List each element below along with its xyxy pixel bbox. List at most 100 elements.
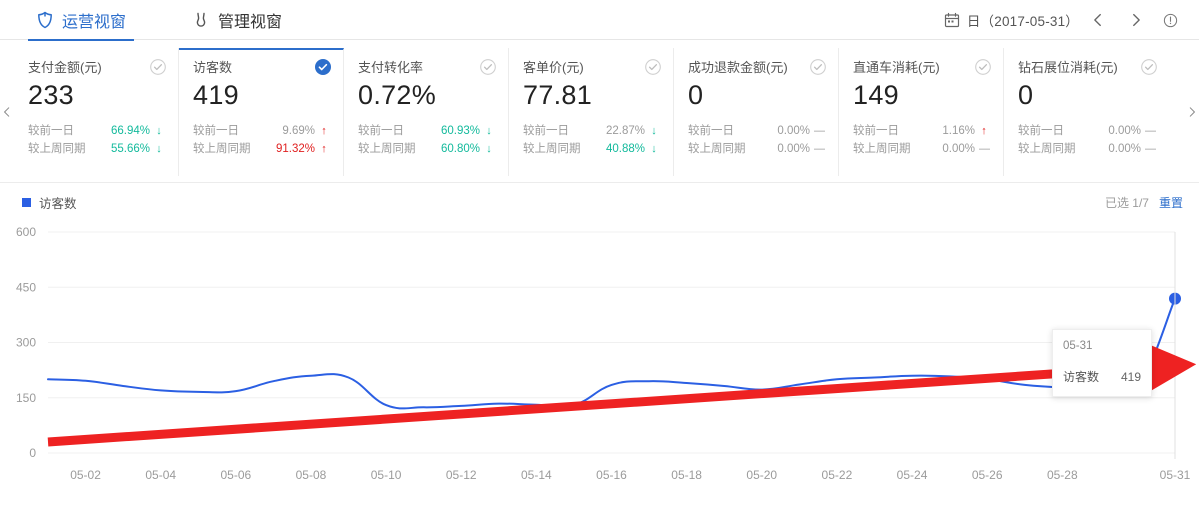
x-axis-tick-label: 05-14 [521, 468, 552, 482]
x-axis-tick-labels: 05-02 05-04 05-06 05-08 05-10 05-12 05-14 05-16… [70, 468, 1190, 482]
kpi-trend-arrow-icon: — [1145, 125, 1156, 137]
chevron-left-icon [4, 106, 10, 117]
kpi-compare-label: 较上周同期 [523, 143, 581, 155]
kpi-compare-label: 较上周同期 [28, 143, 86, 155]
kpi-compare-row: 较上周同期 40.88% ↓ [523, 140, 659, 158]
tab-operations-view[interactable]: 运营视窗 [22, 0, 140, 41]
next-date-button[interactable] [1117, 0, 1155, 40]
chart-plot-area: 0 150 300 450 600 05-02 05-04 05-06 05-08 05-10 0… [0, 221, 1199, 511]
kpi-compare-label: 较前一日 [1018, 125, 1064, 137]
x-axis-tick-label: 05-26 [972, 468, 1003, 482]
kpi-trend-arrow-icon: — [979, 143, 990, 155]
kpi-compare-row: 较前一日 66.94% ↓ [28, 122, 164, 140]
kpi-card-compare-rows: 较前一日 22.87% ↓ 较上周同期 40.88% ↓ [523, 122, 659, 158]
kpi-card-checkbox[interactable] [975, 59, 991, 75]
kpi-card[interactable]: 支付转化率 0.72% 较前一日 60.93% ↓ 较上周同期 60.80% ↓ [344, 48, 509, 176]
selected-date-label[interactable]: 日（2017-05-31） [966, 14, 1079, 29]
kpi-card-title: 支付转化率 [358, 60, 424, 75]
kpi-card[interactable]: 支付金额(元) 233 较前一日 66.94% ↓ 较上周同期 55.66% ↓ [14, 48, 179, 176]
kpi-card-title: 成功退款金额(元) [688, 60, 788, 75]
chevron-right-icon [1189, 106, 1195, 117]
x-axis-tick-label: 05-06 [220, 468, 251, 482]
x-axis-tick-label: 05-12 [446, 468, 477, 482]
kpi-compare-percent: 55.66% [110, 143, 150, 155]
kpi-compare-row: 较前一日 0.00% — [688, 122, 825, 140]
kpi-compare-row: 较前一日 22.87% ↓ [523, 122, 659, 140]
x-axis-tick-label: 05-20 [746, 468, 777, 482]
x-axis-tick-label: 05-31 [1160, 468, 1191, 482]
kpi-card-checkbox[interactable] [810, 59, 826, 75]
kpi-card-compare-rows: 较前一日 9.69% ↑ 较上周同期 91.32% ↑ [193, 122, 329, 158]
kpi-compare-label: 较上周同期 [193, 143, 251, 155]
reset-button[interactable]: 重置 [1158, 195, 1183, 210]
chart-tooltip: 05-31 访客数 419 [1052, 329, 1152, 397]
kpi-compare-percent: 9.69% [282, 125, 315, 137]
kpi-card-checkbox[interactable] [315, 59, 331, 75]
kpi-compare-label: 较上周同期 [853, 143, 911, 155]
legend-color-swatch [22, 197, 31, 207]
kpi-card[interactable]: 访客数 419 较前一日 9.69% ↑ 较上周同期 91.32% ↑ [179, 48, 344, 176]
kpi-trend-arrow-icon: ↑ [321, 143, 327, 155]
kpi-card-value: 419 [193, 80, 239, 110]
chart-header-right: 已选 1/7 重置 [1105, 194, 1183, 211]
date-navigation: 日（2017-05-31） [944, 0, 1185, 40]
kpi-trend-arrow-icon: ↓ [156, 125, 162, 137]
x-axis-tick-label: 05-22 [822, 468, 853, 482]
kpi-compare-label: 较前一日 [853, 125, 899, 137]
kpi-card[interactable]: 钻石展位消耗(元) 0 较前一日 0.00% — 较上周同期 0.00% — [1004, 48, 1169, 176]
cards-next-button[interactable] [1185, 40, 1199, 183]
kpi-card-value: 149 [853, 80, 899, 110]
shield-icon [36, 10, 54, 30]
kpi-card-checkbox[interactable] [645, 59, 661, 75]
kpi-card-checkbox[interactable] [1141, 59, 1157, 75]
kpi-card-strip: 支付金额(元) 233 较前一日 66.94% ↓ 较上周同期 55.66% ↓ 访客数 419 较… [0, 40, 1199, 183]
kpi-card-value: 233 [28, 80, 74, 110]
y-axis-tick-label: 0 [29, 446, 36, 460]
tooltip-date: 05-31 [1063, 340, 1093, 352]
calendar-icon[interactable] [944, 12, 960, 28]
kpi-card-title: 客单价(元) [523, 60, 584, 75]
kpi-card-checkbox[interactable] [480, 59, 496, 75]
kpi-compare-row: 较前一日 0.00% — [1018, 122, 1156, 140]
kpi-card-compare-rows: 较前一日 0.00% — 较上周同期 0.00% — [1018, 122, 1156, 158]
x-axis-tick-label: 05-08 [296, 468, 327, 482]
kpi-compare-label: 较上周同期 [1018, 143, 1076, 155]
y-axis-tick-labels: 0 150 300 450 600 [16, 225, 36, 460]
view-tabs: 运营视窗 管理视窗 [0, 0, 296, 41]
kpi-compare-row: 较上周同期 0.00% — [1018, 140, 1156, 158]
kpi-trend-arrow-icon: ↑ [981, 125, 987, 137]
kpi-card[interactable]: 直通车消耗(元) 149 较前一日 1.16% ↑ 较上周同期 0.00% — [839, 48, 1004, 176]
kpi-compare-percent: 91.32% [275, 143, 315, 155]
kpi-card[interactable]: 成功退款金额(元) 0 较前一日 0.00% — 较上周同期 0.00% — [674, 48, 839, 176]
kpi-cards: 支付金额(元) 233 较前一日 66.94% ↓ 较上周同期 55.66% ↓ 访客数 419 较… [14, 40, 1185, 183]
x-axis-tick-label: 05-16 [596, 468, 627, 482]
kpi-compare-row: 较上周同期 91.32% ↑ [193, 140, 329, 158]
kpi-compare-percent: 0.00% [777, 143, 810, 155]
prev-date-button[interactable] [1079, 0, 1117, 40]
tab-label: 运营视窗 [62, 13, 127, 31]
kpi-compare-percent: 0.00% [777, 125, 810, 137]
y-axis-tick-label: 600 [16, 225, 36, 239]
kpi-card-compare-rows: 较前一日 66.94% ↓ 较上周同期 55.66% ↓ [28, 122, 164, 158]
tab-management-view[interactable]: 管理视窗 [178, 0, 296, 40]
kpi-compare-label: 较上周同期 [688, 143, 746, 155]
kpi-card-checkbox[interactable] [150, 59, 166, 75]
kpi-card-title: 访客数 [193, 60, 233, 75]
cards-prev-button[interactable] [0, 40, 14, 183]
kpi-card-title: 钻石展位消耗(元) [1018, 60, 1118, 75]
info-circle-icon[interactable] [1155, 0, 1185, 40]
kpi-compare-percent: 1.16% [942, 125, 975, 137]
kpi-card-value: 77.81 [523, 80, 593, 110]
kpi-trend-arrow-icon: — [814, 125, 825, 137]
kpi-card[interactable]: 客单价(元) 77.81 较前一日 22.87% ↓ 较上周同期 40.88% ↓ [509, 48, 674, 176]
kpi-compare-percent: 60.93% [440, 125, 480, 137]
kpi-trend-arrow-icon: ↑ [321, 125, 327, 137]
kpi-compare-percent: 0.00% [1108, 143, 1141, 155]
kpi-trend-arrow-icon: ↓ [156, 143, 162, 155]
chart-legend-item-visitors[interactable]: 访客数 [22, 193, 77, 212]
kpi-card-value: 0 [688, 80, 704, 110]
kpi-trend-arrow-icon: ↓ [651, 143, 657, 155]
kpi-compare-label: 较前一日 [688, 125, 734, 137]
kpi-trend-arrow-icon: ↓ [486, 143, 492, 155]
